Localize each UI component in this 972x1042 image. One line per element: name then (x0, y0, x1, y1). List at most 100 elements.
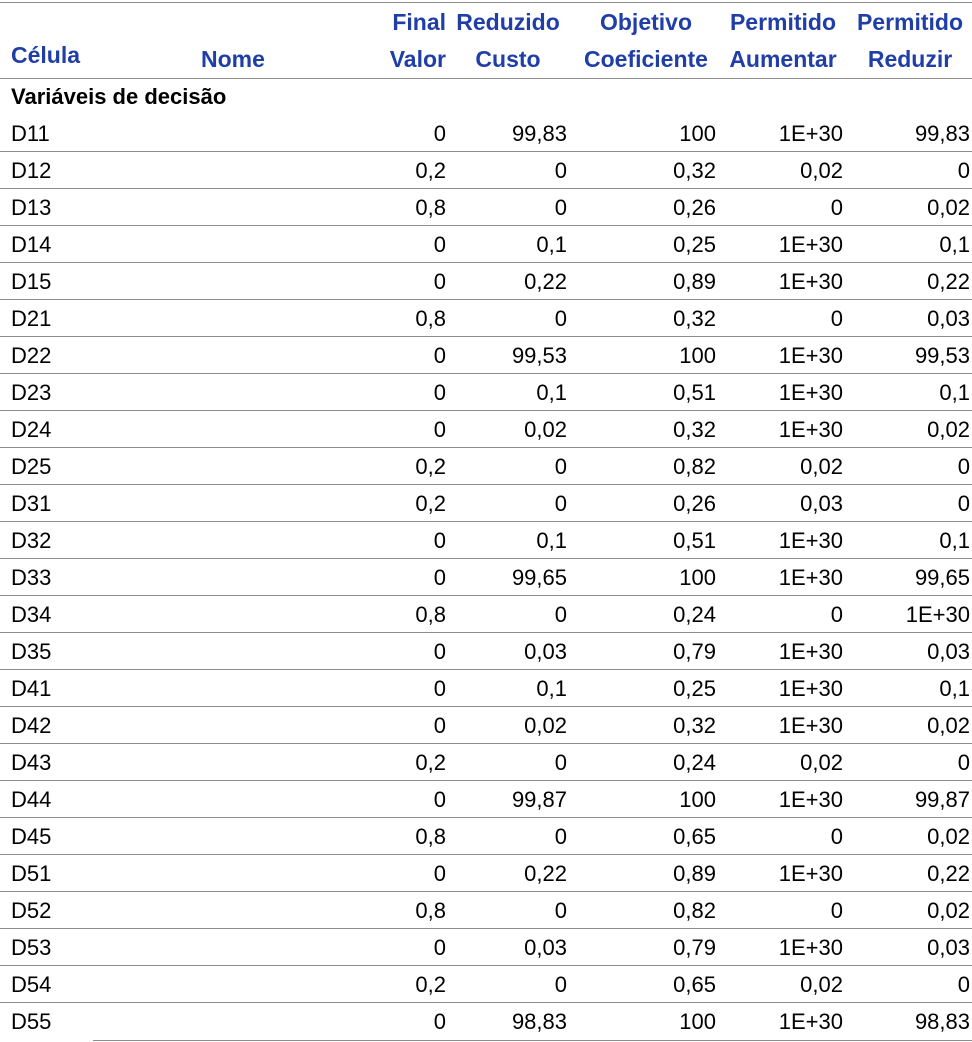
final-value: 0,2 (415, 972, 446, 997)
final-value: 0 (433, 676, 446, 701)
final-value: 0 (433, 787, 446, 812)
objective-coefficient: 0,24 (673, 602, 716, 627)
allowable-decrease: 0,22 (927, 861, 970, 886)
cell-id: D54 (11, 972, 52, 997)
section-title: Variáveis de decisão (11, 84, 227, 109)
cell-id: D33 (11, 565, 52, 590)
allowable-decrease: 0 (957, 750, 970, 775)
allowable-increase: 0,02 (800, 158, 843, 183)
header-reduced-cost: Reduzido Custo (449, 10, 567, 71)
objective-coefficient: 0,32 (673, 417, 716, 442)
allowable-increase: 1E+30 (778, 861, 843, 886)
allowable-increase: 0 (830, 306, 843, 331)
final-value: 0,2 (415, 158, 446, 183)
allowable-decrease: 99,83 (914, 121, 970, 146)
final-value: 0,8 (415, 898, 446, 923)
objective-coefficient: 0,89 (673, 861, 716, 886)
final-value: 0,8 (415, 602, 446, 627)
cell-id: D52 (11, 898, 52, 923)
header-name-line2: Nome (201, 46, 265, 72)
header-reduced-cost-line2: Custo (475, 46, 541, 72)
allowable-increase: 1E+30 (778, 380, 843, 405)
header-objective-coefficient-line2: Coeficiente (584, 46, 708, 72)
header-allowable-increase-line2: Aumentar (729, 46, 837, 72)
objective-coefficient: 100 (679, 343, 716, 368)
table-row: D41 0 0,1 0,25 1E+30 0,1 (0, 670, 972, 707)
objective-coefficient: 100 (679, 121, 716, 146)
allowable-increase: 0 (830, 195, 843, 220)
allowable-decrease: 0 (957, 454, 970, 479)
objective-coefficient: 100 (679, 565, 716, 590)
reduced-cost: 99,87 (511, 787, 567, 812)
allowable-increase: 1E+30 (778, 269, 843, 294)
reduced-cost: 0,1 (536, 676, 567, 701)
cell-id: D13 (11, 195, 52, 220)
objective-coefficient: 0,26 (673, 491, 716, 516)
final-value: 0,2 (415, 491, 446, 516)
objective-coefficient: 0,24 (673, 750, 716, 775)
objective-coefficient: 0,65 (673, 972, 716, 997)
allowable-increase: 1E+30 (778, 787, 843, 812)
cell-id: D24 (11, 417, 52, 442)
table-row: D25 0,2 0 0,82 0,02 0 (0, 448, 972, 485)
table-row: D14 0 0,1 0,25 1E+30 0,1 (0, 226, 972, 263)
objective-coefficient: 0,89 (673, 269, 716, 294)
table-header: Célula Nome Final Valor Reduzido Custo O… (0, 0, 972, 80)
allowable-increase: 0,03 (800, 491, 843, 516)
table-row: D21 0,8 0 0,32 0 0,03 (0, 300, 972, 337)
allowable-decrease: 0,02 (927, 417, 970, 442)
table-row: D33 0 99,65 100 1E+30 99,65 (0, 559, 972, 596)
reduced-cost: 0,22 (524, 861, 567, 886)
allowable-decrease: 0,03 (927, 306, 970, 331)
final-value: 0,8 (415, 195, 446, 220)
reduced-cost: 99,65 (511, 565, 567, 590)
allowable-decrease: 0,03 (927, 935, 970, 960)
allowable-increase: 1E+30 (778, 232, 843, 257)
table-row: D52 0,8 0 0,82 0 0,02 (0, 892, 972, 929)
allowable-decrease: 0 (957, 158, 970, 183)
cell-id: D32 (11, 528, 52, 553)
header-allowable-increase-line1: Permitido (729, 9, 837, 35)
allowable-decrease: 0,02 (927, 898, 970, 923)
final-value: 0 (433, 861, 446, 886)
cell-id: D35 (11, 639, 52, 664)
final-value: 0 (433, 935, 446, 960)
cell-id: D45 (11, 824, 52, 849)
allowable-decrease: 0 (957, 972, 970, 997)
table-row: D24 0 0,02 0,32 1E+30 0,02 (0, 411, 972, 448)
reduced-cost: 0,1 (536, 528, 567, 553)
cell-id: D25 (11, 454, 52, 479)
table-row: D51 0 0,22 0,89 1E+30 0,22 (0, 855, 972, 892)
table-row: D45 0,8 0 0,65 0 0,02 (0, 818, 972, 855)
reduced-cost: 0 (554, 454, 567, 479)
final-value: 0 (433, 232, 446, 257)
reduced-cost: 0 (554, 195, 567, 220)
reduced-cost: 0,22 (524, 269, 567, 294)
allowable-increase: 0 (830, 824, 843, 849)
cell-id: D31 (11, 491, 52, 516)
table-row: D13 0,8 0 0,26 0 0,02 (0, 189, 972, 226)
reduced-cost: 0,03 (524, 639, 567, 664)
allowable-decrease: 0,1 (939, 380, 970, 405)
cell-id: D42 (11, 713, 52, 738)
objective-coefficient: 0,26 (673, 195, 716, 220)
cell-id: D51 (11, 861, 52, 886)
header-objective-coefficient-line1: Objetivo (599, 9, 692, 35)
objective-coefficient: 0,82 (673, 454, 716, 479)
allowable-decrease: 0,02 (927, 713, 970, 738)
final-value: 0,2 (415, 750, 446, 775)
cell-id: D34 (11, 602, 52, 627)
objective-coefficient: 0,79 (673, 935, 716, 960)
objective-coefficient: 0,32 (673, 158, 716, 183)
final-value: 0 (433, 417, 446, 442)
table-row: D55 0 98,83 100 1E+30 98,83 (0, 1003, 972, 1040)
table-row: D23 0 0,1 0,51 1E+30 0,1 (0, 374, 972, 411)
final-value: 0 (433, 269, 446, 294)
cell-id: D43 (11, 750, 52, 775)
reduced-cost: 0 (554, 972, 567, 997)
allowable-decrease: 98,83 (914, 1009, 970, 1034)
final-value: 0 (433, 565, 446, 590)
header-final-value-line2: Valor (389, 46, 446, 72)
objective-coefficient: 0,25 (673, 232, 716, 257)
final-value: 0,8 (415, 824, 446, 849)
